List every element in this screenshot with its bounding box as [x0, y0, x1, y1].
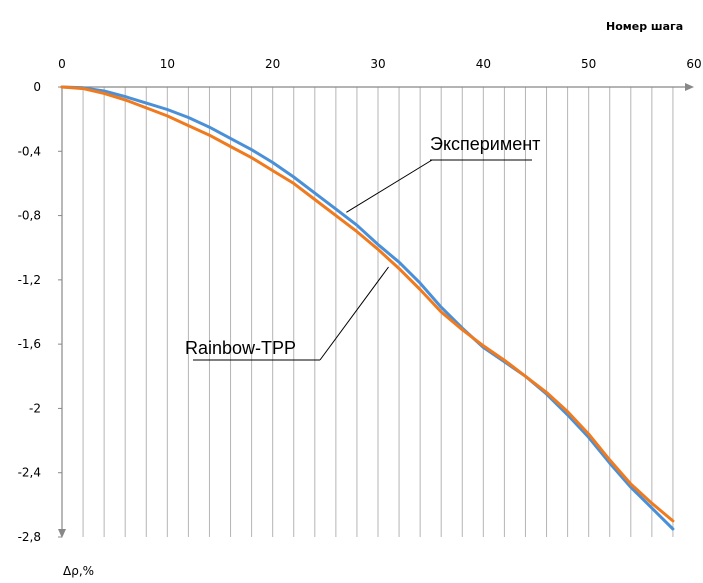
annotation-experiment-leader: [346, 159, 433, 213]
y-tick-label: -0,4: [18, 144, 41, 158]
x-tick-label: 0: [58, 57, 66, 71]
y-tick-label: 0: [33, 80, 41, 94]
y-tick-label: -2: [29, 401, 41, 415]
x-axis-title: Номер шага: [606, 20, 683, 33]
annotation-experiment-label: Эксперимент: [430, 134, 540, 154]
y-tick-label: -2,8: [18, 530, 41, 544]
x-tick-label: 20: [265, 57, 280, 71]
series-line-rainbow-tpp: [60, 85, 675, 523]
gridlines: [82, 87, 674, 537]
y-tick-label: -2,4: [18, 466, 41, 480]
x-tick-label: 50: [581, 57, 596, 71]
annotation-rainbow-label: Rainbow-TPP: [185, 338, 296, 358]
y-tick-label: -1,6: [18, 337, 41, 351]
y-axis-title: Δρ,%: [63, 564, 94, 578]
series-line-experiment: [60, 85, 675, 531]
x-tick-label: 30: [370, 57, 385, 71]
y-tick-label: -1,2: [18, 273, 41, 287]
annotation-rainbow-leader: [319, 266, 389, 361]
x-tick-label: 40: [476, 57, 491, 71]
x-axis-arrow: [685, 83, 694, 91]
y-tick-label: -0,8: [18, 209, 41, 223]
x-tick-label: 10: [160, 57, 175, 71]
y-axis-arrow: [58, 529, 66, 538]
x-tick-label: 60: [686, 57, 701, 71]
